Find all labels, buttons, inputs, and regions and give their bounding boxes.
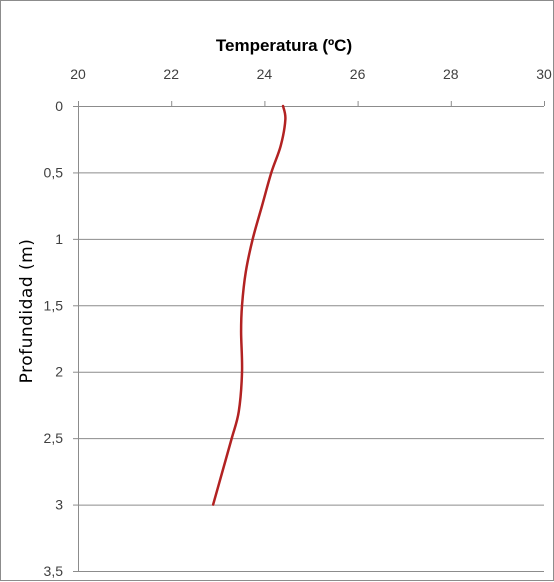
x-tick-label: 22 (163, 66, 179, 82)
axes (73, 101, 545, 572)
x-tick-label: 20 (70, 66, 86, 82)
y-tick-label: 2 (55, 364, 63, 380)
y-axis-label: Profundidad (m) (17, 239, 37, 384)
chart-title: Temperatura (ºC) (216, 36, 352, 55)
y-tick-label: 3 (55, 497, 63, 513)
y-tick-label: 0,5 (44, 164, 64, 180)
y-tick-label: 1,5 (44, 297, 64, 313)
tick-labels: 0 0,5 1 1,5 2 2,5 3 3,5 20 22 24 26 28 30 (44, 66, 552, 579)
y-tick-label: 2,5 (44, 430, 64, 446)
y-tick-label: 1 (55, 231, 63, 247)
x-tick-label: 30 (536, 66, 552, 82)
gridlines (78, 172, 544, 572)
series-lines (211, 104, 287, 506)
x-tick-label: 24 (257, 66, 273, 82)
series-line-0 (211, 104, 287, 506)
x-tick-label: 26 (350, 66, 366, 82)
x-tick-label: 28 (443, 66, 459, 82)
y-tick-label: 0 (55, 98, 63, 114)
y-tick-label: 3,5 (44, 563, 64, 579)
